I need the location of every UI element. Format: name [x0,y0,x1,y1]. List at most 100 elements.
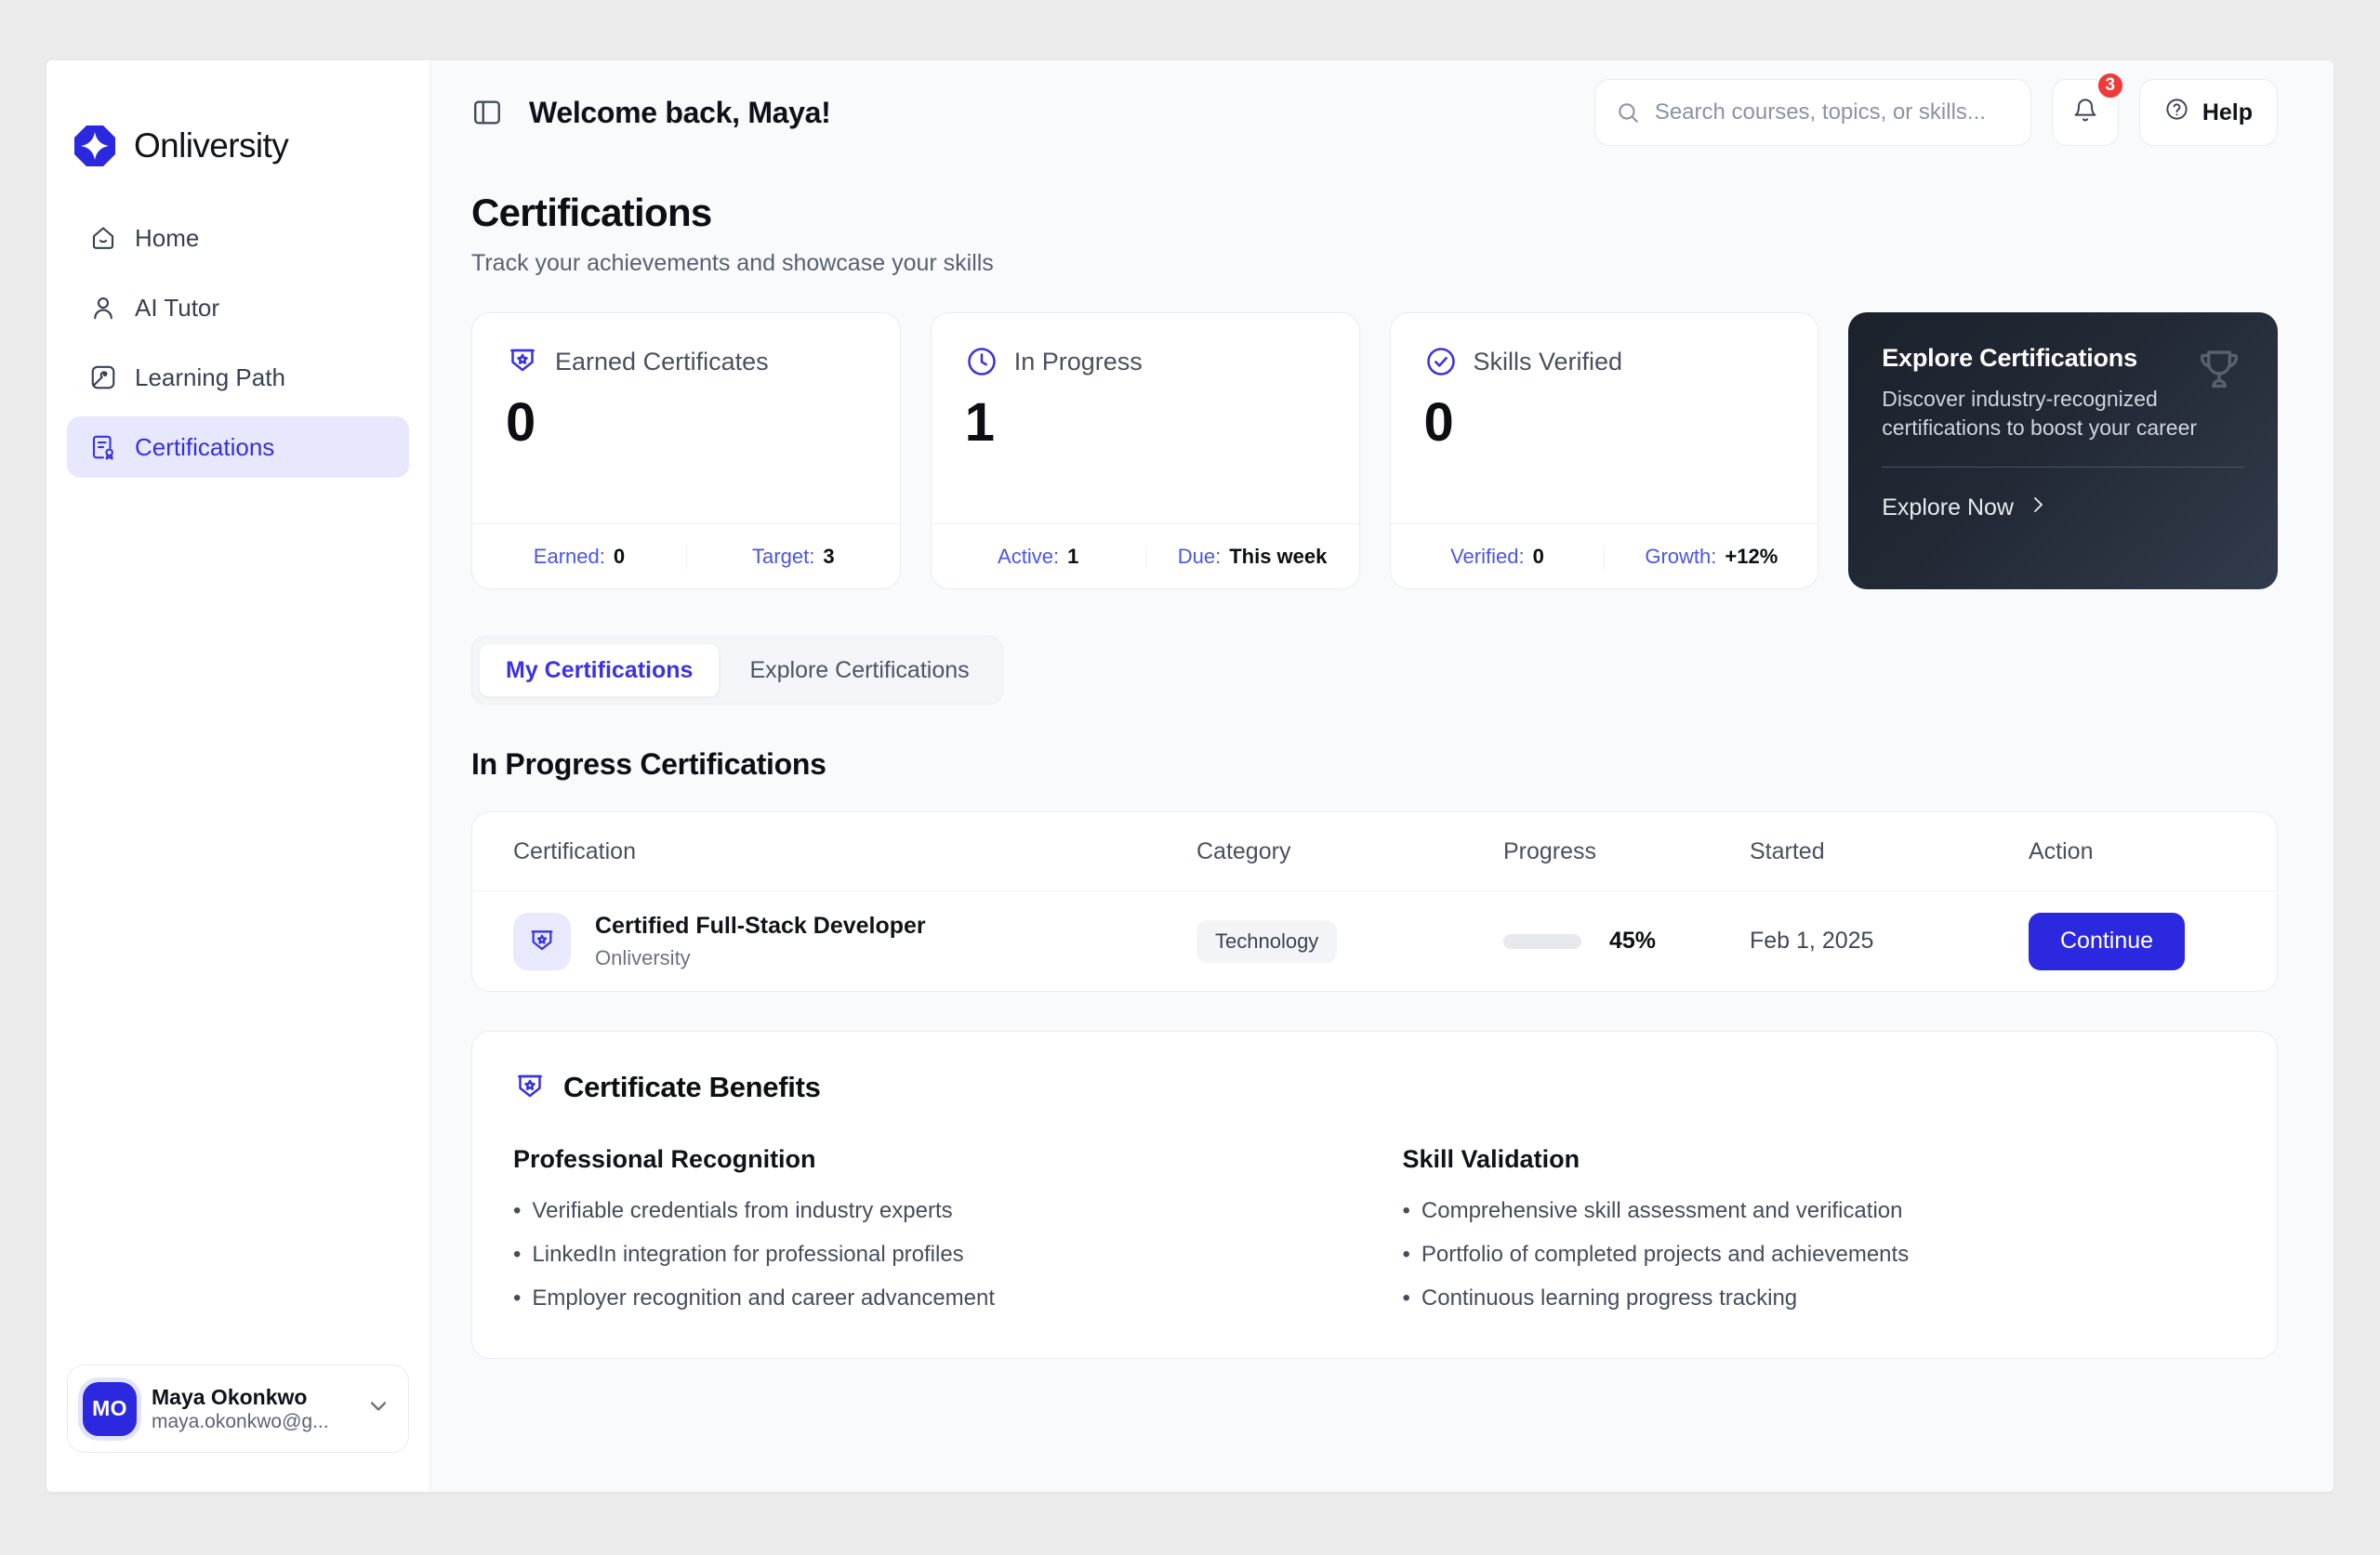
topbar-actions: 3 Help [1593,72,2278,146]
diamond-octagon-logo-icon [73,124,117,168]
benefits-column-title: Skill Validation [1402,1145,1580,1173]
stat-body: Earned Certificates 0 [472,313,900,523]
list-item: • Comprehensive skill assessment and veri… [1403,1198,2237,1224]
home-icon [89,224,117,252]
notification-badge: 3 [2096,72,2124,99]
table-row[interactable]: Certified Full-Stack Developer Onliversi… [472,890,2277,991]
column-header-started: Started [1750,837,1825,864]
trophy-icon [2194,344,2244,394]
bell-icon [2072,98,2098,128]
list-item-label: Comprehensive skill assessment and verif… [1421,1198,1903,1223]
chevron-down-icon[interactable] [365,1393,391,1424]
bullet-icon: • [1402,1242,1410,1267]
certifications-tabs: My Certifications Explore Certifications [471,636,1003,705]
explore-certifications-promo-card[interactable]: Explore Certifications Discover industry… [1848,312,2278,589]
stat-foot-value: +12% [1725,544,1778,568]
stat-title: Skills Verified [1473,347,1623,376]
stat-footer: Active: 1 Due: This week [931,523,1359,588]
section-title-in-progress: In Progress Certifications [471,747,826,781]
stat-value: 0 [1423,392,1454,453]
tab-explore-certifications[interactable]: Explore Certifications [749,656,970,683]
promo-cta-label: Explore Now [1882,494,2014,521]
search-icon [1616,100,1640,125]
list-item: • Employer recognition and career advance… [513,1285,1347,1311]
brand[interactable]: Onliversity [46,60,430,179]
sidebar-item-label: Certifications [135,432,275,461]
continue-button[interactable]: Continue [2029,912,2186,970]
column-header-action: Action [2029,837,2094,864]
clock-icon [965,345,998,378]
stat-foot-label: Active: [998,544,1060,568]
award-icon [513,912,571,970]
column-header-certification: Certification [513,837,636,864]
bullet-icon: • [1402,1285,1410,1311]
progress-bar [1503,933,1581,949]
welcome-title: Welcome back, Maya! [529,95,831,129]
main-area: Welcome back, Maya! [430,60,2334,1492]
stat-foot-value: This week [1229,544,1328,568]
stat-value: 1 [964,392,995,453]
award-icon [506,345,539,378]
explore-now-link[interactable]: Explore Now [1882,494,2244,522]
page-subtitle: Track your achievements and showcase you… [471,250,994,276]
sidebar-spacer [46,478,430,1364]
tab-my-certifications[interactable]: My Certifications [479,643,721,697]
column-header-progress: Progress [1503,837,1597,864]
list-item: • Continuous learning progress tracking [1403,1285,2237,1311]
user-profile-card[interactable]: MO Maya Okonkwo maya.okonkwo@g... [67,1364,409,1453]
list-item: • LinkedIn integration for professional p… [513,1242,1347,1268]
search-input[interactable] [1654,99,2010,125]
sidebar-item-ai-tutor[interactable]: AI Tutor [67,277,409,338]
promo-title: Explore Certifications [1882,344,2137,372]
chevron-right-icon [2027,494,2049,522]
list-item: • Verifiable credentials from industry ex… [513,1198,1347,1224]
bullet-icon: • [1402,1198,1410,1223]
column-header-category: Category [1197,837,1291,864]
map-pin-icon [89,363,117,391]
check-circle-icon [1424,345,1458,378]
app-window: Onliversity Home A [46,60,2334,1492]
sidebar-item-label: AI Tutor [135,293,220,322]
stat-foot-value: 3 [823,544,835,568]
stat-body: Skills Verified 0 [1391,313,1818,523]
brand-name: Onliversity [134,126,289,165]
sidebar-item-home[interactable]: Home [67,207,409,269]
notifications-button[interactable]: 3 [2051,72,2124,146]
sidebar: Onliversity Home A [46,60,430,1492]
progress-label: 45% [1609,928,1657,954]
user-name: Maya Okonkwo [152,1384,308,1409]
list-item-label: Portfolio of completed projects and achi… [1421,1242,1910,1267]
stat-card-skills-verified: Skills Verified 0 Verified: 0 Growth: +1… [1389,312,1819,589]
bullet-icon: • [513,1285,522,1311]
certification-name: Certified Full-Stack Developer [595,912,926,939]
list-item-label: Employer recognition and career advancem… [532,1285,996,1311]
sidebar-item-label: Learning Path [135,362,285,391]
table-header-row: Certification Category Progress Started … [472,812,2277,890]
sidebar-item-learning-path[interactable]: Learning Path [67,347,409,408]
benefits-column-title: Professional Recognition [513,1145,816,1173]
promo-divider [1882,467,2244,468]
benefits-title: Certificate Benefits [563,1071,821,1103]
search-box[interactable] [1593,79,2031,146]
stat-foot-label: Target: [752,544,815,568]
certificate-benefits-card: Certificate Benefits Professional Recogn… [471,1031,2278,1359]
sidebar-toggle-icon[interactable] [471,97,503,128]
sidebar-item-certifications[interactable]: Certifications [67,416,409,478]
in-progress-table: Certification Category Progress Started … [471,811,2278,992]
promo-description: Discover industry-recognized certificati… [1882,387,2198,441]
certificate-icon [89,433,117,461]
help-button[interactable]: Help [2138,79,2278,146]
stat-foot-value: 1 [1067,544,1079,568]
stat-head: Skills Verified [1424,345,1785,378]
stat-foot-value: 0 [613,544,626,568]
page-title: Certifications [471,191,712,234]
bullet-icon: • [513,1198,522,1223]
stat-card-earned-certificates: Earned Certificates 0 Earned: 0 Target: … [471,312,901,589]
stat-foot-item: Target: 3 [685,544,900,569]
benefits-column-skill-validation: Skill Validation • Comprehensive skill as… [1403,1145,2237,1311]
stat-body: In Progress 1 [932,313,1359,523]
list-item: • Portfolio of completed projects and ach… [1403,1242,2237,1268]
avatar: MO [83,1381,137,1436]
sidebar-nav: Home AI Tutor [46,179,430,478]
user-icon [89,294,117,322]
